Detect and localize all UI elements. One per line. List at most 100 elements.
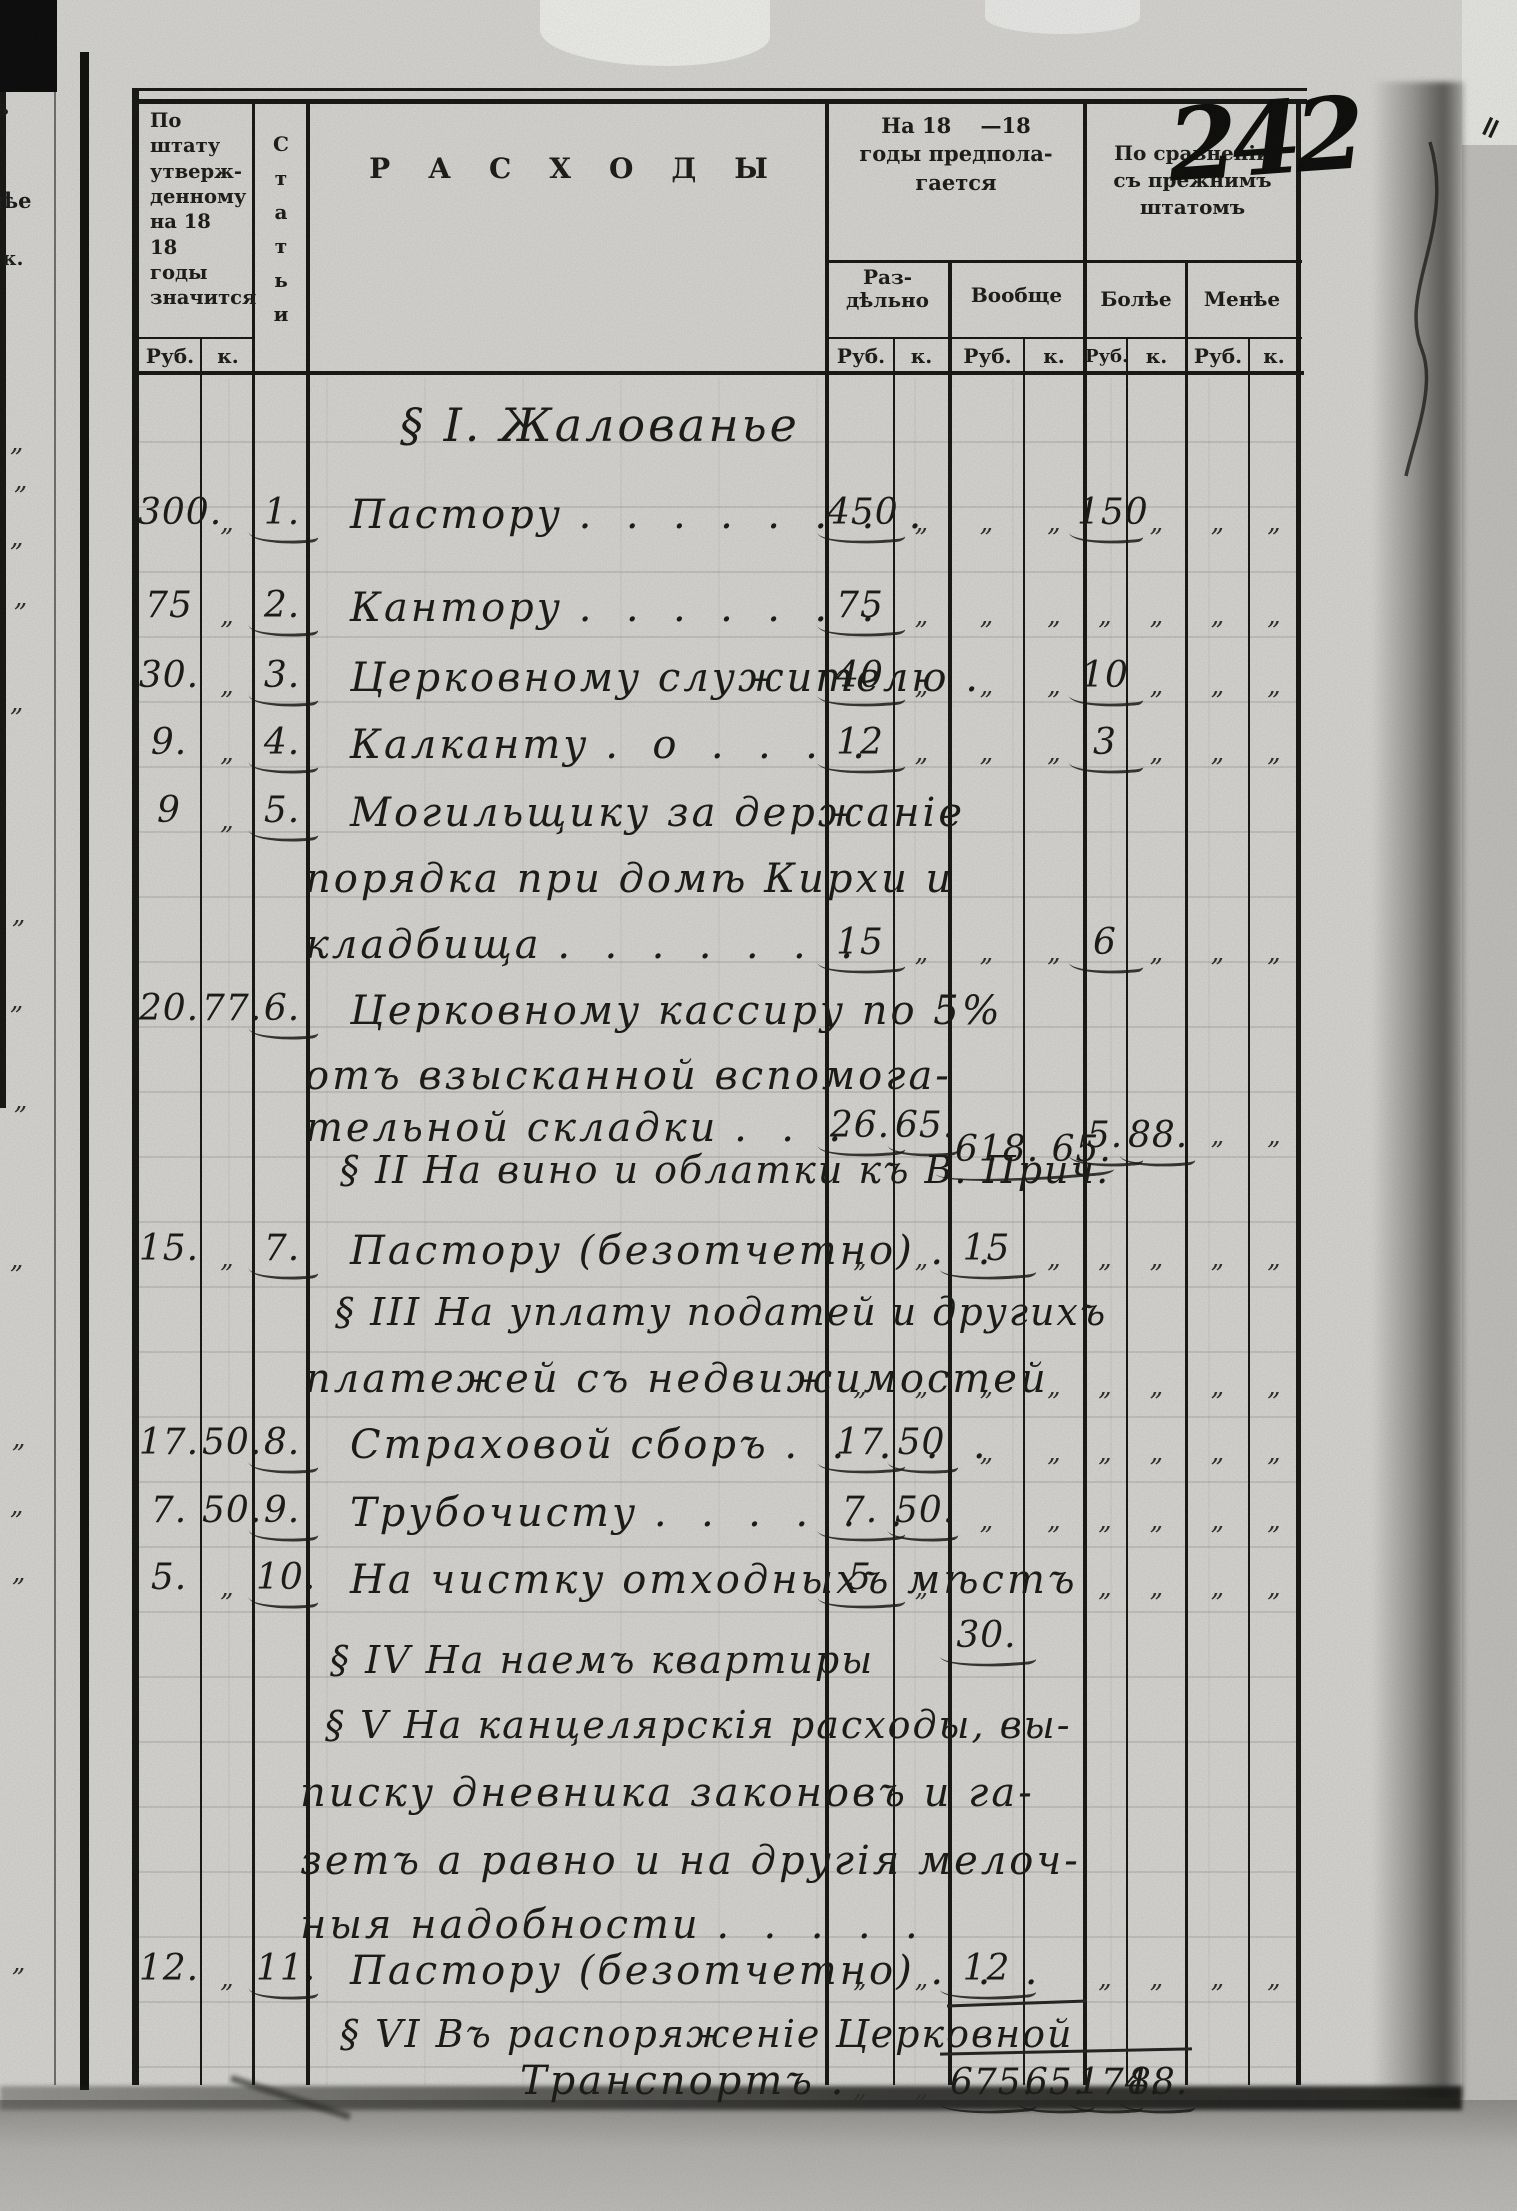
cell-separately-rub: „ bbox=[853, 1372, 867, 1402]
cell-description: Кантору . . . . . . . bbox=[350, 585, 878, 631]
cell-separately-rub: 26. bbox=[827, 1105, 893, 1146]
cell-article-number: 3. bbox=[256, 655, 308, 696]
column-line-separately-kop bbox=[893, 337, 895, 2085]
cell-staff-rub: 15. bbox=[138, 1228, 200, 1269]
cell-staff-kop: „ bbox=[220, 1573, 234, 1603]
cell-staff-kop: 50. bbox=[202, 1422, 263, 1463]
page-gutter-line bbox=[80, 52, 89, 2090]
cell-more-rub: 3 bbox=[1077, 722, 1133, 763]
handwritten-page-number: 242 bbox=[1164, 73, 1363, 205]
cell-less-kop: „ bbox=[1267, 671, 1281, 701]
cell-description: Калканту . о . . . . bbox=[350, 722, 869, 768]
cell-less-kop: „ bbox=[1267, 738, 1281, 768]
prev-page-ditto: „ bbox=[12, 1424, 26, 1454]
unit-label-kop: к. bbox=[1263, 344, 1285, 368]
cell-less-rub: „ bbox=[1210, 601, 1225, 631]
prev-page-ditto: „ bbox=[12, 1558, 26, 1588]
cell-general-rub: 675. bbox=[950, 2062, 1035, 2103]
cell-general-rub: „ bbox=[979, 738, 994, 768]
scan-edge-line bbox=[0, 0, 6, 1108]
cell-staff-rub: 300. bbox=[138, 492, 223, 533]
cell-general-kop: „ bbox=[1047, 1372, 1061, 1402]
prev-page-ditto: „ bbox=[14, 583, 28, 613]
cell-more-rub: 10 bbox=[1077, 655, 1133, 696]
subheader-less: Менѣе bbox=[1203, 287, 1281, 311]
cell-less-rub: „ bbox=[1210, 1438, 1225, 1468]
cell-separately-rub: „ bbox=[853, 1964, 867, 1994]
cell-more-kop: 88. bbox=[1128, 1115, 1189, 1156]
cell-staff-kop: „ bbox=[220, 601, 234, 631]
header-divider-line bbox=[827, 260, 1302, 263]
cell-more-rub: „ bbox=[1098, 1438, 1112, 1468]
cell-staff-rub: 9 bbox=[157, 790, 181, 831]
cell-more-rub: 150 bbox=[1077, 492, 1149, 533]
column-line-staff-kop bbox=[200, 337, 202, 2085]
table-right-border bbox=[1296, 99, 1301, 2085]
cell-separately-kop: „ bbox=[914, 601, 929, 631]
cell-more-rub: 6 bbox=[1077, 922, 1133, 963]
margin-pen-flourish bbox=[1404, 141, 1439, 477]
cell-article-number: 2. bbox=[256, 585, 308, 626]
cell-separately-rub: 5 bbox=[827, 1557, 893, 1598]
cell-separately-rub: 75 bbox=[827, 585, 893, 626]
cell-separately-kop: „ bbox=[914, 508, 929, 538]
cell-less-kop: „ bbox=[1267, 2074, 1281, 2104]
unit-label-rub: Руб. bbox=[1193, 344, 1243, 368]
cell-separately-rub: 40 bbox=[827, 655, 893, 696]
cell-less-kop: „ bbox=[1267, 508, 1281, 538]
cell-general-rub: 15 bbox=[950, 1228, 1023, 1269]
cell-less-kop: „ bbox=[1267, 1372, 1281, 1402]
cell-article-number: 8. bbox=[256, 1422, 308, 1463]
cell-more-kop: „ bbox=[1149, 1573, 1164, 1603]
section-heading: § I. Жалованье bbox=[400, 398, 800, 452]
unit-label-kop: к. bbox=[910, 344, 933, 368]
cell-separately-rub: 12 bbox=[827, 722, 893, 763]
cell-staff-kop: „ bbox=[220, 671, 234, 701]
cell-more-kop: „ bbox=[1149, 1244, 1164, 1274]
cell-more-kop: „ bbox=[1149, 1964, 1164, 1994]
subheader-general: Вообще bbox=[970, 283, 1063, 307]
column-line-general-kop bbox=[1023, 337, 1025, 2085]
section-heading: § IV На наемъ квартиры bbox=[330, 1638, 875, 1682]
cell-less-rub: „ bbox=[1210, 1372, 1225, 1402]
cell-article-number: 7. bbox=[256, 1228, 308, 1269]
cell-separately-kop: „ bbox=[914, 1372, 929, 1402]
section-heading: § VI Въ распоряженіе Церковной bbox=[340, 2012, 1074, 2056]
unit-label-rub: Руб. bbox=[963, 344, 1012, 368]
section-heading-continuation: писку дневника законовъ и га- bbox=[300, 1770, 1035, 1816]
prev-page-text-fragment: ѣ bbox=[0, 95, 9, 120]
cell-article-number: 5. bbox=[256, 790, 308, 831]
cell-less-kop: „ bbox=[1267, 1121, 1281, 1151]
scan-bottom-area bbox=[0, 2100, 1517, 2211]
cell-less-rub: „ bbox=[1210, 1244, 1225, 1274]
prev-page-column-line bbox=[54, 60, 56, 2085]
cell-general-rub: „ bbox=[979, 938, 994, 968]
cell-staff-kop: 77. bbox=[202, 988, 263, 1029]
cell-less-rub: „ bbox=[1210, 671, 1225, 701]
cell-general-kop: „ bbox=[1047, 1244, 1061, 1274]
cell-separately-kop: 50. bbox=[895, 1490, 956, 1531]
prev-page-ditto: „ bbox=[10, 986, 24, 1016]
cell-description: Могильщику за держаніе bbox=[350, 790, 966, 836]
cell-staff-rub: 5. bbox=[150, 1557, 188, 1598]
prev-page-ditto: „ bbox=[10, 1245, 24, 1275]
cell-description: Церковному кассиру по 5% bbox=[350, 988, 1003, 1034]
cell-article-number: 4. bbox=[256, 722, 308, 763]
section-heading: § III На уплату податей и другихъ bbox=[335, 1290, 1108, 1334]
cell-article-number: 1. bbox=[256, 492, 308, 533]
cell-separately-kop: „ bbox=[914, 671, 929, 701]
cell-less-rub: „ bbox=[1210, 1964, 1225, 1994]
column-line-articles-left bbox=[252, 99, 255, 2085]
cell-more-rub: 174. bbox=[1077, 2062, 1162, 2103]
unit-label-rub: Руб. bbox=[1085, 346, 1129, 367]
prev-page-ditto: „ bbox=[10, 428, 24, 458]
cell-separately-rub: 450 bbox=[827, 492, 899, 533]
cell-general-kop: „ bbox=[1047, 601, 1061, 631]
cell-general-rub: „ bbox=[979, 1438, 994, 1468]
prev-page-ditto: „ bbox=[10, 523, 24, 553]
cell-separately-kop: „ bbox=[914, 738, 929, 768]
header-divider-line bbox=[136, 337, 254, 339]
cell-separately-kop: „ bbox=[914, 1573, 929, 1603]
cell-separately-rub: 17 bbox=[827, 1422, 893, 1463]
section-heading-continuation: ныя надобности . . . . . bbox=[300, 1902, 921, 1948]
